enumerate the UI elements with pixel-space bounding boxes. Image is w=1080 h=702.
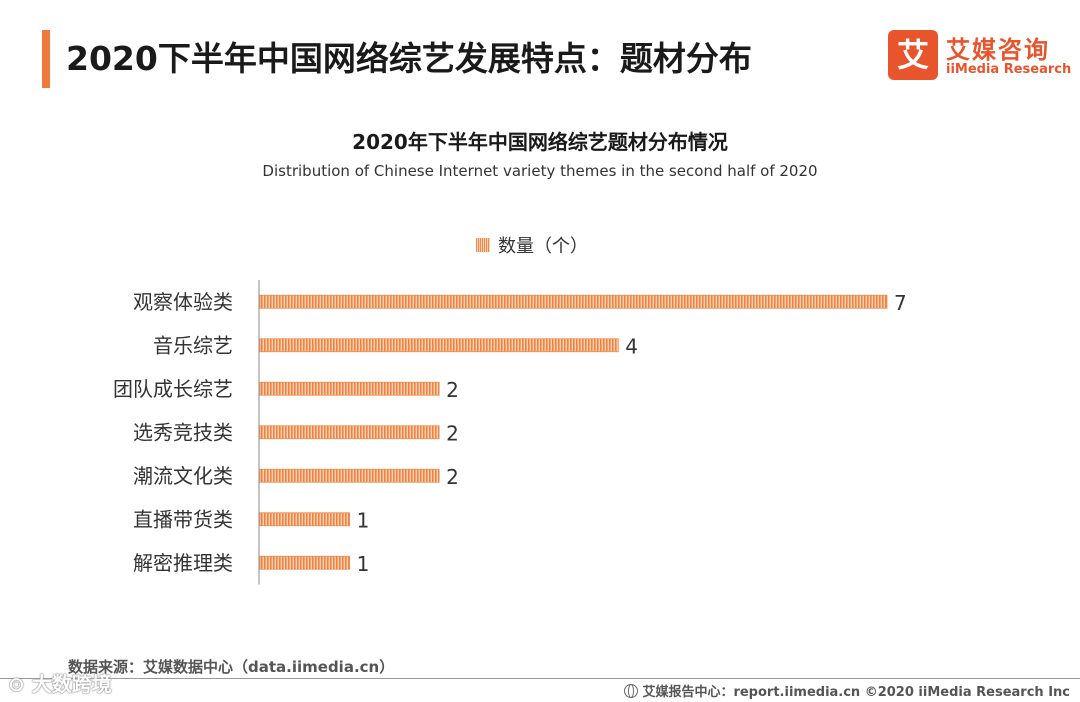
bar — [259, 425, 440, 440]
chart-subtitle: Distribution of Chinese Internet variety… — [262, 162, 818, 180]
category-label: 选秀竞技类 — [133, 420, 233, 444]
data-label: 7 — [894, 291, 907, 315]
brand-logo: 艾 艾媒咨询 iiMedia Research — [888, 30, 1071, 84]
footer-divider — [0, 678, 1080, 679]
category-label: 直播带货类 — [133, 507, 233, 531]
bar — [259, 338, 619, 353]
bar — [259, 555, 350, 570]
data-label: 2 — [446, 421, 459, 445]
footer-report-center: 艾媒报告中心：report.iimedia.cn ©2020 iiMedia R… — [624, 681, 1070, 700]
footer-report-text: 艾媒报告中心：report.iimedia.cn ©2020 iiMedia R… — [642, 685, 1070, 700]
globe-icon — [624, 684, 639, 698]
bar — [259, 294, 888, 309]
logo-mark-icon: 艾 — [888, 30, 938, 80]
page-title: 2020下半年中国网络综艺发展特点：题材分布 — [66, 39, 752, 78]
data-label: 2 — [446, 378, 459, 402]
data-source-note: 数据来源：艾媒数据中心（data.iimedia.cn） — [68, 658, 395, 676]
category-label: 团队成长综艺 — [113, 377, 233, 401]
bar — [259, 468, 440, 483]
category-label: 观察体验类 — [133, 290, 233, 314]
bar — [259, 512, 350, 527]
brand-name-cn: 艾媒咨询 — [946, 36, 1050, 64]
category-label: 音乐综艺 — [153, 333, 233, 357]
data-label: 2 — [446, 465, 459, 489]
data-label: 1 — [357, 552, 370, 576]
category-label: 解密推理类 — [133, 551, 233, 575]
category-label: 潮流文化类 — [133, 464, 233, 488]
title-accent-bar — [42, 30, 50, 88]
chart-title: 2020年下半年中国网络综艺题材分布情况 — [352, 130, 728, 154]
legend-label: 数量（个） — [498, 236, 588, 257]
data-label: 4 — [625, 334, 638, 358]
bar — [259, 381, 440, 396]
legend-swatch — [476, 238, 490, 252]
watermark: ⊙ 大数跨境 — [8, 672, 112, 696]
brand-name-en: iiMedia Research — [946, 62, 1072, 77]
bar-chart: 观察体验类 7 音乐综艺 4 团队成长综艺 2 选秀竞技类 2 潮流文化类 2 直播带货类 1 解密推理… — [113, 280, 907, 585]
data-label: 1 — [357, 508, 370, 532]
